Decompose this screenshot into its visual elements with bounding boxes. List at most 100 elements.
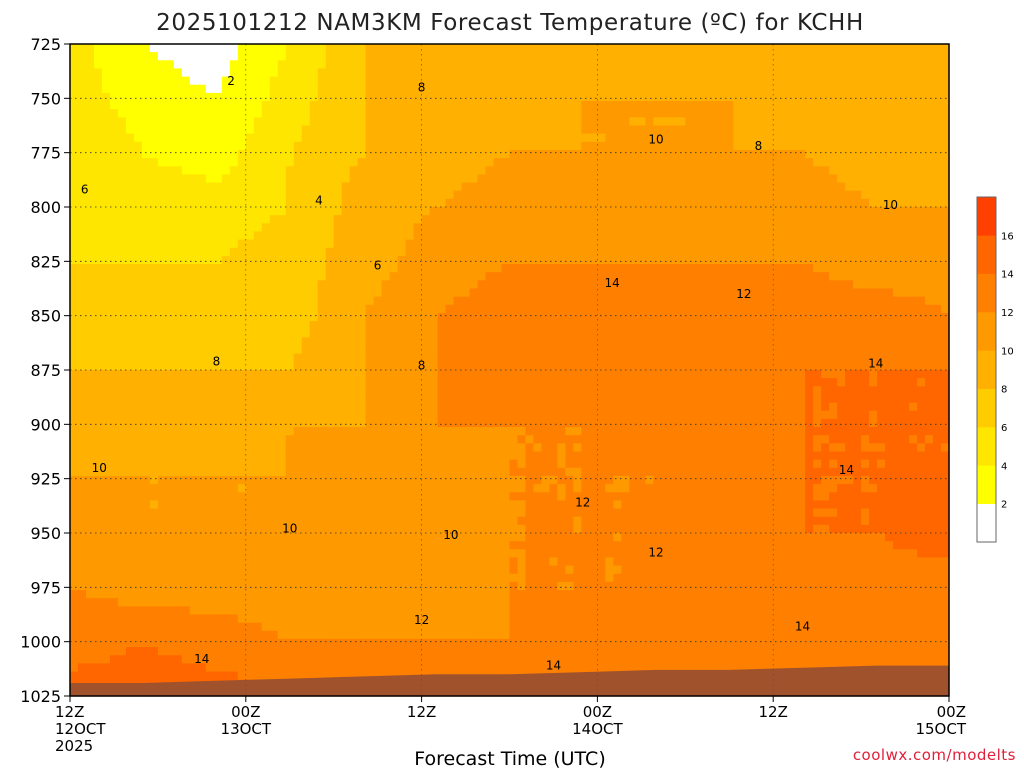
temperature-cell — [445, 288, 455, 298]
temperature-cell — [589, 272, 598, 281]
temperature-cell — [549, 190, 559, 200]
temperature-cell — [637, 60, 646, 70]
temperature-cell — [413, 215, 423, 224]
temperature-cell — [181, 353, 191, 363]
temperature-cell — [661, 231, 670, 241]
temperature-cell — [109, 378, 119, 387]
temperature-cell — [157, 60, 167, 70]
temperature-cell — [781, 361, 790, 371]
temperature-cell — [237, 386, 247, 396]
temperature-cell — [517, 239, 527, 249]
temperature-cell — [741, 378, 750, 387]
temperature-cell — [573, 223, 583, 233]
temperature-cell — [861, 255, 870, 265]
temperature-cell — [709, 207, 718, 216]
temperature-cell — [141, 288, 151, 298]
temperature-cell — [877, 394, 886, 404]
temperature-cell — [485, 84, 495, 94]
temperature-cell — [653, 247, 662, 257]
temperature-cell — [317, 198, 327, 208]
temperature-cell — [381, 361, 391, 371]
temperature-cell — [293, 68, 303, 78]
temperature-cell — [333, 223, 343, 233]
temperature-cell — [173, 207, 183, 216]
temperature-cell — [813, 101, 822, 110]
temperature-cell — [117, 117, 127, 127]
temperature-cell — [157, 288, 167, 298]
temperature-cell — [413, 60, 423, 70]
temperature-cell — [117, 296, 127, 306]
temperature-cell — [357, 44, 367, 53]
temperature-cell — [349, 84, 359, 94]
temperature-cell — [133, 60, 143, 70]
temperature-cell — [797, 394, 806, 404]
temperature-cell — [733, 125, 742, 135]
temperature-cell — [797, 158, 806, 167]
temperature-cell — [557, 280, 567, 290]
temperature-cell — [189, 370, 199, 379]
temperature-cell — [757, 345, 766, 355]
temperature-cell — [781, 345, 790, 355]
temperature-cell — [141, 76, 151, 86]
temperature-cell — [501, 280, 511, 290]
temperature-cell — [397, 109, 407, 118]
temperature-cell — [221, 133, 231, 143]
temperature-cell — [365, 321, 375, 330]
temperature-cell — [725, 166, 734, 175]
temperature-cell — [605, 337, 614, 347]
temperature-cell — [829, 109, 838, 118]
temperature-cell — [389, 149, 399, 159]
temperature-cell — [773, 321, 782, 330]
temperature-cell — [733, 264, 742, 273]
temperature-cell — [933, 166, 942, 175]
temperature-cell — [93, 92, 103, 102]
temperature-cell — [117, 198, 127, 208]
temperature-cell — [837, 255, 846, 265]
temperature-cell — [141, 52, 151, 61]
temperature-cell — [501, 223, 511, 233]
temperature-cell — [413, 239, 423, 249]
temperature-cell — [109, 149, 119, 159]
temperature-cell — [837, 109, 846, 118]
temperature-cell — [261, 166, 271, 175]
temperature-cell — [181, 158, 191, 167]
temperature-cell — [357, 337, 367, 347]
temperature-cell — [637, 101, 646, 110]
temperature-cell — [437, 361, 447, 371]
temperature-cell — [645, 370, 654, 379]
temperature-cell — [901, 345, 910, 355]
temperature-cell — [821, 44, 830, 53]
temperature-cell — [93, 272, 103, 281]
temperature-cell — [189, 198, 199, 208]
temperature-cell — [381, 304, 391, 314]
temperature-cell — [925, 149, 934, 159]
temperature-cell — [845, 117, 854, 127]
temperature-cell — [285, 370, 295, 379]
temperature-cell — [477, 133, 487, 143]
temperature-cell — [605, 370, 614, 379]
temperature-cell — [669, 361, 678, 371]
temperature-cell — [677, 174, 686, 184]
temperature-cell — [573, 149, 583, 159]
temperature-cell — [621, 92, 630, 102]
temperature-cell — [197, 370, 207, 379]
temperature-cell — [581, 239, 591, 249]
temperature-cell — [101, 101, 111, 110]
temperature-cell — [261, 264, 271, 273]
temperature-cell — [829, 255, 838, 265]
temperature-cell — [469, 288, 479, 298]
temperature-cell — [837, 76, 846, 86]
temperature-cell — [773, 370, 782, 379]
temperature-cell — [269, 141, 279, 151]
temperature-cell — [861, 337, 870, 347]
temperature-cell — [733, 402, 742, 412]
temperature-cell — [389, 296, 399, 306]
temperature-cell — [429, 370, 439, 379]
temperature-cell — [197, 101, 207, 110]
temperature-cell — [717, 353, 726, 363]
temperature-cell — [733, 312, 742, 322]
temperature-cell — [837, 215, 846, 224]
temperature-cell — [445, 239, 455, 249]
temperature-cell — [709, 370, 718, 379]
temperature-cell — [461, 361, 471, 371]
